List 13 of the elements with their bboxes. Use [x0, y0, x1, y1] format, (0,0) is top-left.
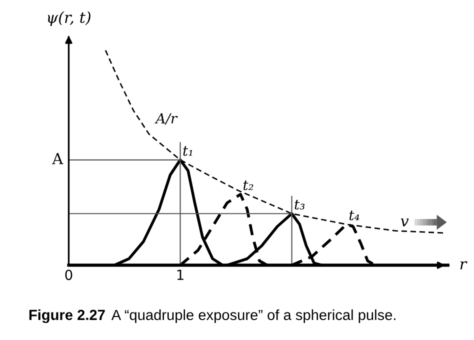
annotation: v	[400, 218, 409, 226]
series-label: t₄	[349, 210, 360, 220]
caption: Figure 2.27	[29, 309, 105, 324]
x-tick-label: 1	[177, 270, 184, 280]
text: A “quadruple exposure” of a spherical pulse.	[111, 309, 396, 323]
x-axis-title: r	[460, 261, 468, 270]
series-label: t₁	[183, 146, 192, 156]
x-tick-label: 0	[65, 270, 72, 280]
ref-line-label: A	[52, 152, 64, 164]
y-axis-title: ψ(r, t)	[48, 11, 90, 26]
series-label: t₃	[294, 200, 305, 210]
series-label: t₂	[243, 180, 254, 190]
series-label: A/r	[154, 113, 178, 125]
